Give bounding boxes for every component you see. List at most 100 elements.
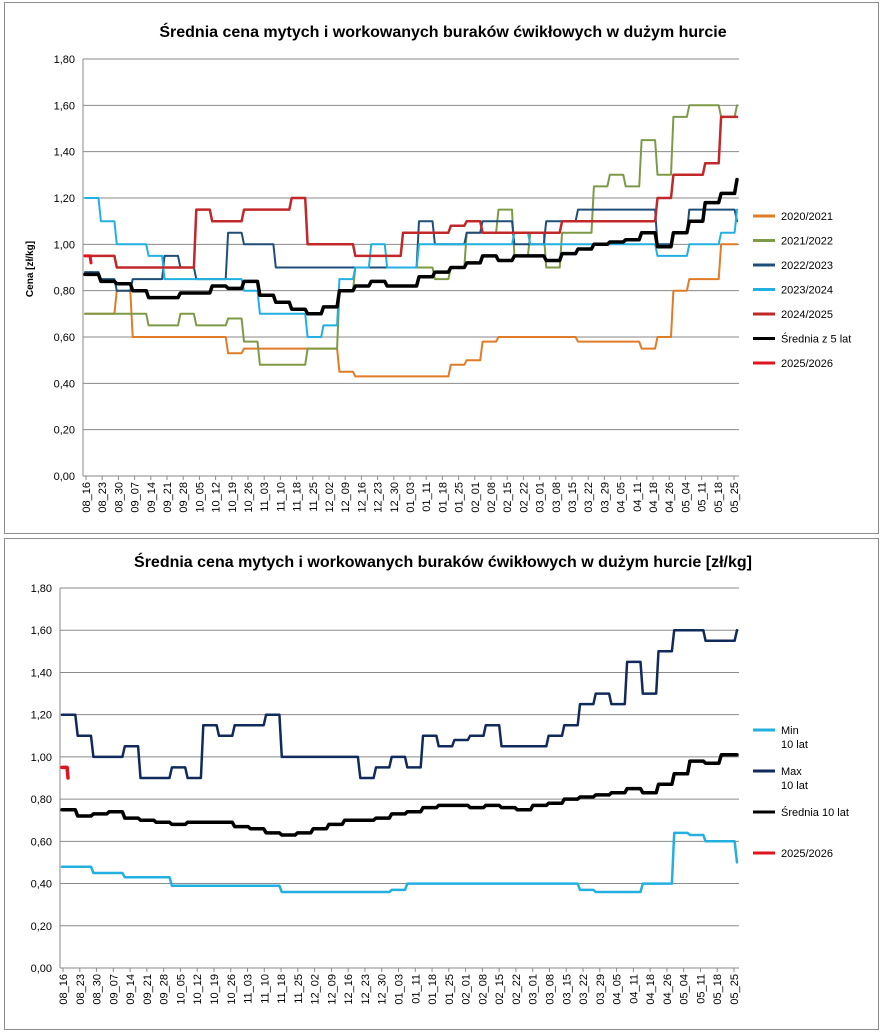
x-tick-label: 12_16 <box>356 482 368 513</box>
x-tick-label: 09_28 <box>159 974 171 1005</box>
x-tick-label: 11_18 <box>276 974 288 1004</box>
x-tick-label: 03_01 <box>528 974 540 1005</box>
y-tick-label: 1,80 <box>54 54 75 66</box>
y-tick-label: 0,80 <box>31 794 52 806</box>
x-tick-label: 08_23 <box>97 482 109 513</box>
legend-label: 2022/2023 <box>781 260 833 272</box>
x-tick-label: 05_25 <box>729 482 741 513</box>
y-tick-label: 0,60 <box>31 836 52 848</box>
x-tick-label: 09_14 <box>146 482 158 513</box>
x-tick-label: 02_22 <box>518 482 530 513</box>
x-tick-label: 01_18 <box>437 482 449 513</box>
series-line <box>60 831 739 894</box>
legend-label: Min <box>781 725 799 737</box>
x-tick-label: 10_26 <box>243 482 255 513</box>
x-tick-label: 11_03 <box>243 974 255 1004</box>
x-tick-label: 12_16 <box>343 974 355 1005</box>
legend-label: 2024/2025 <box>781 309 833 321</box>
y-tick-label: 1,00 <box>31 752 52 764</box>
y-tick-label: 0,20 <box>31 921 52 933</box>
x-tick-label: 01_11 <box>421 482 433 512</box>
x-tick-label: 04_18 <box>645 974 657 1005</box>
chart-title: Średnia cena mytych i workowanych burakó… <box>134 552 752 571</box>
y-tick-label: 0,40 <box>31 879 52 891</box>
chart-panel-5-years: Średnia cena mytych i workowanych burakó… <box>4 2 879 534</box>
x-tick-label: 02_01 <box>470 482 482 513</box>
x-tick-label: 01_25 <box>454 482 466 513</box>
legend-label: 10 lat <box>781 739 808 751</box>
chart-title: Średnia cena mytych i workowanych burakó… <box>159 22 726 41</box>
y-tick-label: 1,60 <box>54 100 75 112</box>
x-tick-label: 01_25 <box>444 974 456 1005</box>
x-tick-label: 05_04 <box>679 974 691 1005</box>
x-tick-label: 02_22 <box>511 974 523 1005</box>
x-tick-label: 12_09 <box>340 482 352 513</box>
x-tick-label: 12_09 <box>326 974 338 1005</box>
x-tick-label: 02_15 <box>502 482 514 513</box>
x-tick-label: 12_30 <box>377 974 389 1005</box>
series-line <box>60 753 739 837</box>
x-tick-label: 08_16 <box>58 974 70 1005</box>
series-line <box>83 177 739 316</box>
y-tick-label: 1,80 <box>31 583 52 595</box>
x-tick-label: 11_25 <box>293 974 305 1004</box>
x-tick-label: 12_02 <box>324 482 336 513</box>
x-tick-label: 05_25 <box>729 974 741 1005</box>
x-tick-label: 05_18 <box>712 974 724 1005</box>
x-tick-label: 09_14 <box>125 974 137 1005</box>
legend-label: 2020/2021 <box>781 211 833 223</box>
y-tick-label: 0,00 <box>31 963 52 975</box>
x-tick-label: 02_08 <box>486 482 498 513</box>
y-tick-label: 1,40 <box>31 667 52 679</box>
x-tick-label: 03_29 <box>599 482 611 513</box>
x-tick-label: 09_07 <box>108 974 120 1005</box>
x-tick-label: 12_30 <box>389 482 401 513</box>
x-tick-label: 11_10 <box>275 482 287 512</box>
legend-label: Średnia 10 lat <box>781 806 849 819</box>
series-line <box>83 254 93 265</box>
y-tick-label: 0,40 <box>54 378 75 390</box>
x-tick-label: 09_28 <box>178 482 190 513</box>
y-tick-label: 0,80 <box>54 286 75 298</box>
legend-label: 2023/2024 <box>781 285 833 297</box>
x-tick-label: 05_04 <box>680 482 692 513</box>
x-tick-label: 04_05 <box>616 482 628 513</box>
x-tick-label: 09_21 <box>162 482 174 513</box>
x-tick-label: 01_03 <box>405 482 417 513</box>
series-line <box>60 765 70 780</box>
x-tick-label: 04_11 <box>628 974 640 1004</box>
x-tick-label: 05_11 <box>695 974 707 1004</box>
x-tick-label: 11_10 <box>259 974 271 1004</box>
x-tick-label: 08_16 <box>81 482 93 513</box>
legend-label: Max <box>781 766 802 778</box>
x-tick-label: 12_23 <box>373 482 385 513</box>
x-tick-label: 05_11 <box>697 482 709 512</box>
x-tick-label: 12_02 <box>310 974 322 1005</box>
x-tick-label: 10_12 <box>192 974 204 1005</box>
x-tick-label: 03_15 <box>561 974 573 1005</box>
y-tick-label: 1,20 <box>31 710 52 722</box>
x-tick-label: 09_07 <box>130 482 142 513</box>
x-tick-label: 02_08 <box>477 974 489 1005</box>
x-tick-label: 11_18 <box>292 482 304 512</box>
x-tick-label: 01_11 <box>410 974 422 1004</box>
x-tick-label: 08_23 <box>75 974 87 1005</box>
x-tick-label: 10_05 <box>194 482 206 513</box>
series-line <box>84 243 738 378</box>
x-tick-label: 03_01 <box>535 482 547 513</box>
x-tick-label: 03_08 <box>551 482 563 513</box>
x-tick-label: 08_30 <box>113 482 125 513</box>
x-tick-label: 04_11 <box>632 482 644 512</box>
x-tick-label: 03_22 <box>578 974 590 1005</box>
series-line <box>84 197 738 338</box>
x-tick-label: 02_15 <box>494 974 506 1005</box>
x-tick-label: 10_05 <box>175 974 187 1005</box>
x-tick-label: 04_26 <box>662 974 674 1005</box>
x-tick-label: 03_15 <box>567 482 579 513</box>
x-tick-label: 12_23 <box>360 974 372 1005</box>
y-tick-label: 1,20 <box>54 193 75 205</box>
series-line <box>60 628 739 780</box>
legend-label: Średnia z 5 lat <box>781 333 851 346</box>
x-tick-label: 04_18 <box>648 482 660 513</box>
legend-label: 10 lat <box>781 780 808 792</box>
